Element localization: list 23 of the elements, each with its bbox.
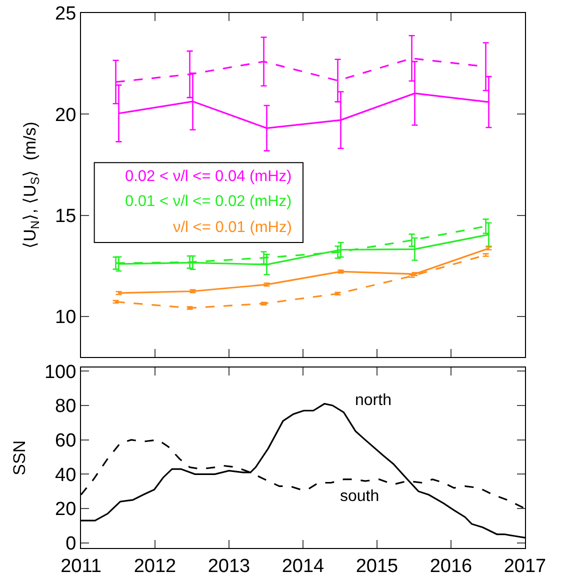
y-tick-label: 20 bbox=[55, 499, 76, 520]
y-tick-label: 100 bbox=[44, 362, 76, 383]
y-tick-label: 20 bbox=[55, 104, 76, 126]
x-tick-label: 2016 bbox=[430, 556, 472, 577]
y-tick-label: 15 bbox=[55, 206, 76, 228]
x-tick-label: 2013 bbox=[208, 556, 250, 577]
annotation: north bbox=[355, 392, 392, 409]
annotation: south bbox=[340, 488, 380, 505]
y-tick-label: 10 bbox=[55, 307, 76, 328]
text: 0.01 < ν/l <= 0.02 (mHz) bbox=[125, 193, 292, 210]
y-tick-label: 60 bbox=[55, 430, 76, 452]
x-tick-label: 2017 bbox=[504, 556, 546, 577]
text: 0.02 < ν/l <= 0.04 (mHz) bbox=[125, 168, 292, 185]
text: ν/l <= 0.01 (mHz) bbox=[173, 219, 292, 236]
y-axis-title: SSN bbox=[10, 440, 30, 476]
y-tick-label: 0 bbox=[66, 533, 76, 554]
x-tick-label: 2012 bbox=[134, 556, 176, 577]
y-tick-label: 80 bbox=[55, 396, 76, 418]
x-tick-label: 2015 bbox=[356, 556, 398, 577]
x-tick-label: 2011 bbox=[60, 556, 102, 577]
y-tick-label: 25 bbox=[55, 4, 76, 25]
y-tick-label: 40 bbox=[55, 464, 76, 486]
x-tick-label: 2014 bbox=[282, 556, 325, 577]
